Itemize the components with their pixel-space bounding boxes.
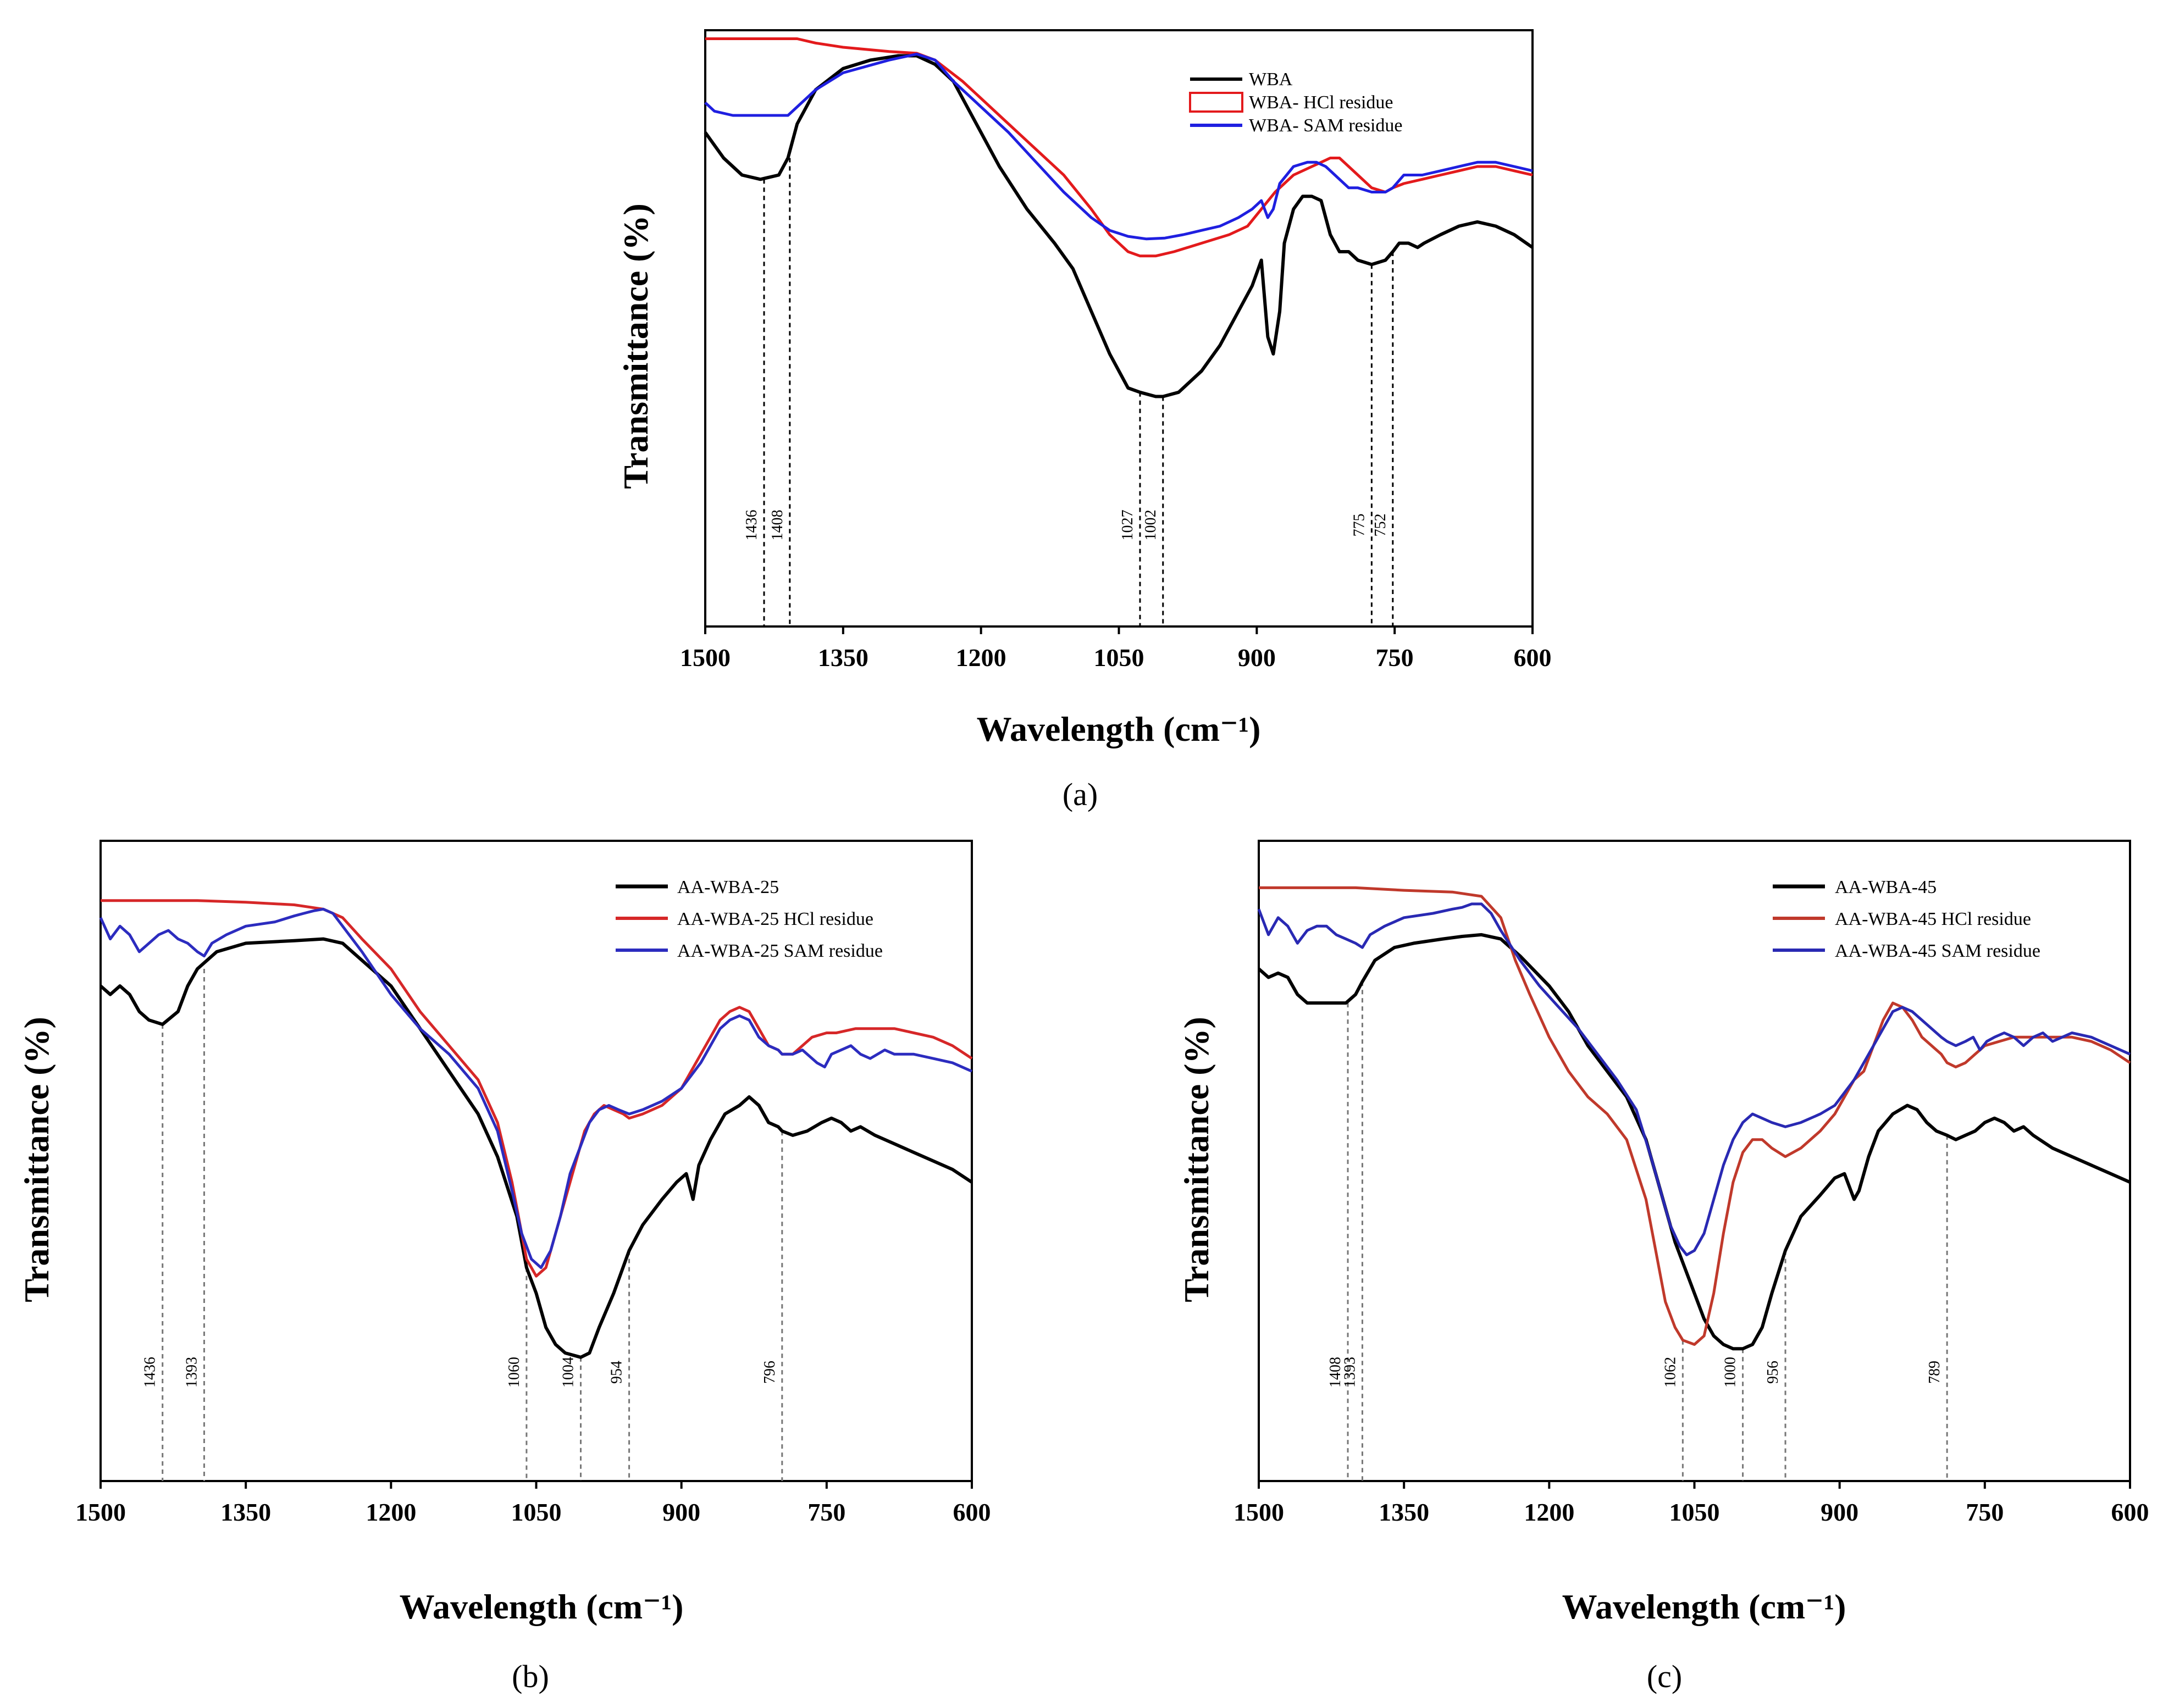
panel-a-x-ticks: 1500 1350 1200 1050 900 750 600 [680, 626, 1552, 672]
panel-c-caption: (c) [1647, 1659, 1682, 1694]
panel-b-xlabel: Wavelength (cm⁻¹) [400, 1587, 684, 1626]
peak-label-1436: 1436 [743, 510, 760, 541]
panel-a-caption: (a) [1063, 777, 1098, 812]
x-tick-label-1200: 1200 [366, 1498, 416, 1526]
peak-label-1408: 1408 [769, 510, 786, 541]
panel-b-legend: AA-WBA-25 AA-WBA-25 HCl residue AA-WBA-2… [616, 877, 883, 961]
series-line-aa-wba-25-hcl-residue [101, 899, 973, 1278]
x-tick-label-1350: 1350 [220, 1498, 271, 1526]
legend-label-aa-wba-25: AA-WBA-25 [677, 877, 779, 897]
x-tick-label-600: 600 [1514, 644, 1552, 672]
panel-b-caption: (b) [512, 1659, 549, 1694]
panel-a: Transmittance (%) 1436 1408 1027 1002 775 752… [616, 29, 1552, 812]
x-tick-label-1050: 1050 [1094, 644, 1144, 672]
x-tick-label-1200: 1200 [956, 644, 1006, 672]
peak-label-752: 752 [1372, 514, 1389, 537]
peak-label-1393: 1393 [1341, 1357, 1358, 1388]
peak-label-1000: 1000 [1722, 1357, 1739, 1388]
panel-b-peak-markers: 1436 1393 1060 1004 954 796 [142, 969, 783, 1481]
peak-label-1027: 1027 [1119, 510, 1136, 541]
peak-label-1393: 1393 [183, 1357, 200, 1388]
panel-a-xlabel: Wavelength (cm⁻¹) [977, 709, 1261, 748]
x-tick-label-900: 900 [662, 1498, 700, 1526]
peak-label-789: 789 [1926, 1361, 1943, 1384]
x-tick-label-1050: 1050 [1669, 1498, 1720, 1526]
x-tick-label-750: 750 [1966, 1498, 2004, 1526]
panel-a-legend: WBA WBA- HCl residue WBA- SAM residue [1189, 69, 1403, 136]
panel-c-series [1257, 886, 2131, 1351]
peak-label-1436: 1436 [142, 1357, 159, 1388]
panel-c-x-ticks: 1500 1350 1200 1050 900 750 600 [1233, 1481, 2149, 1526]
panel-a-ylabel: Transmittance (%) [616, 203, 655, 489]
x-tick-label-1350: 1350 [1379, 1498, 1429, 1526]
peak-label-954: 954 [609, 1361, 626, 1384]
panel-c-ylabel: Transmittance (%) [1177, 1017, 1216, 1302]
legend-label-wba-sam: WBA- SAM residue [1249, 115, 1403, 136]
panel-b-x-ticks: 1500 1350 1200 1050 900 750 600 [75, 1481, 991, 1526]
legend-label-aa-wba-45-sam: AA-WBA-45 SAM residue [1835, 941, 2040, 961]
x-tick-label-1350: 1350 [818, 644, 869, 672]
x-tick-label-750: 750 [807, 1498, 845, 1526]
panel-c-xlabel: Wavelength (cm⁻¹) [1562, 1587, 1846, 1626]
peak-label-1062: 1062 [1662, 1357, 1679, 1388]
panel-b-series [99, 899, 973, 1359]
series-line-aa-wba-25 [99, 937, 973, 1359]
panel-c-legend: AA-WBA-45 AA-WBA-45 HCl residue AA-WBA-4… [1773, 877, 2040, 961]
x-tick-label-1500: 1500 [680, 644, 731, 672]
legend-label-wba: WBA [1249, 69, 1293, 90]
series-line-wba-sam-residue [704, 52, 1533, 241]
legend-label-aa-wba-25-sam: AA-WBA-25 SAM residue [677, 941, 883, 961]
x-tick-label-1050: 1050 [511, 1498, 562, 1526]
legend-label-aa-wba-45-hcl: AA-WBA-45 HCl residue [1835, 909, 2031, 929]
series-line-aa-wba-45-hcl-residue [1259, 886, 2131, 1346]
series-line-aa-wba-45-sam-residue [1257, 902, 2131, 1256]
x-tick-label-1500: 1500 [1233, 1498, 1284, 1526]
legend-swatch-wba-hcl [1189, 92, 1243, 113]
x-tick-label-1200: 1200 [1524, 1498, 1574, 1526]
peak-label-796: 796 [761, 1361, 778, 1384]
x-tick-label-900: 900 [1238, 644, 1276, 672]
x-tick-label-1500: 1500 [75, 1498, 126, 1526]
peak-label-1002: 1002 [1142, 510, 1159, 541]
peak-label-1004: 1004 [560, 1357, 577, 1388]
series-line-wba [704, 54, 1534, 398]
panel-a-peak-markers: 1436 1408 1027 1002 775 752 [743, 158, 1394, 626]
x-tick-label-600: 600 [2111, 1498, 2149, 1526]
peak-label-775: 775 [1351, 514, 1368, 537]
x-tick-label-750: 750 [1376, 644, 1414, 672]
peak-label-956: 956 [1764, 1361, 1782, 1384]
x-tick-label-900: 900 [1821, 1498, 1858, 1526]
legend-label-aa-wba-25-hcl: AA-WBA-25 HCl residue [677, 909, 873, 929]
peak-label-1408: 1408 [1327, 1357, 1344, 1388]
panel-a-series [704, 37, 1534, 398]
peak-label-1060: 1060 [506, 1357, 523, 1388]
legend-label-aa-wba-45: AA-WBA-45 [1835, 877, 1937, 897]
panel-b-ylabel: Transmittance (%) [17, 1017, 56, 1302]
legend-label-wba-hcl: WBA- HCl residue [1249, 92, 1393, 113]
series-line-aa-wba-45 [1258, 933, 2131, 1351]
x-tick-label-600: 600 [953, 1498, 991, 1526]
panel-b: Transmittance (%) 1436 1393 1060 1004 954 796… [17, 840, 991, 1694]
series-line-aa-wba-25-sam-residue [99, 907, 973, 1269]
